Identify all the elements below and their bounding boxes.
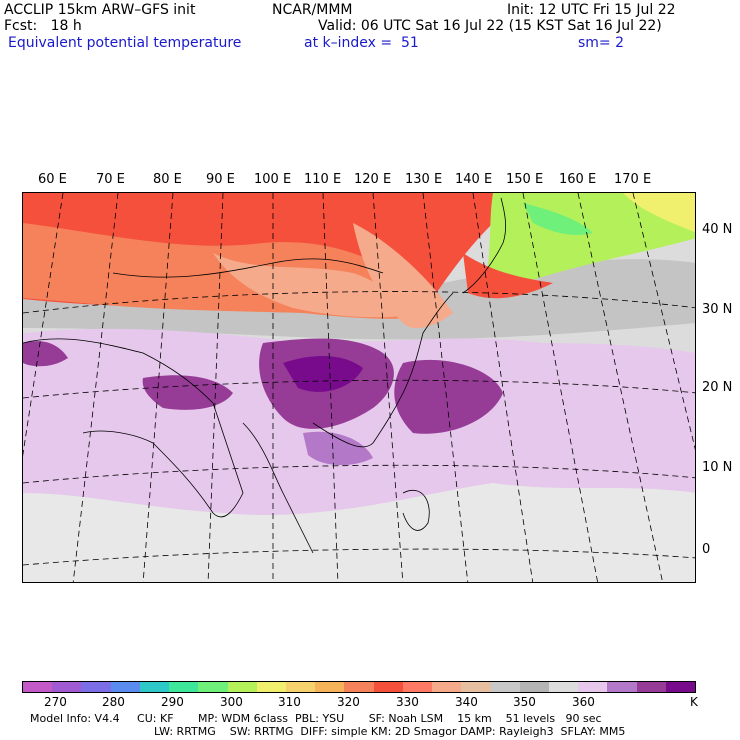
colorbar-swatch	[256, 682, 286, 692]
colorbar-swatch	[373, 682, 403, 692]
lon-label: 140 E	[455, 172, 493, 187]
lon-label: 160 E	[559, 172, 597, 187]
cool-region-yellow	[623, 193, 695, 233]
colorbar-swatch	[227, 682, 257, 692]
colorbar-label: 320	[337, 695, 360, 709]
colorbar-label: 290	[161, 695, 184, 709]
colorbar-swatch	[548, 682, 579, 692]
theta-e-core-scs	[303, 431, 373, 466]
theta-e-core-pacific	[394, 359, 503, 434]
graticule	[23, 193, 695, 582]
lon-label: 130 E	[405, 172, 443, 187]
lat-label: 0	[702, 542, 711, 557]
colorbar-swatch	[315, 682, 345, 692]
model-info-line2: LW: RRTMG SW: RRTMG DIFF: simple KM: 2D …	[154, 725, 626, 738]
colorbar-swatch	[23, 682, 53, 692]
lon-label: 150 E	[506, 172, 544, 187]
colorbar-unit: K	[690, 695, 698, 709]
colorbar	[22, 681, 696, 693]
colorbar-swatch	[607, 682, 637, 692]
lon-label: 120 E	[354, 172, 392, 187]
colorbar-swatch	[198, 682, 228, 692]
lon-label: 60 E	[38, 172, 67, 187]
theta-e-max-china	[283, 356, 363, 392]
valid-time: Valid: 06 UTC Sat 16 Jul 22 (15 KST Sat …	[318, 18, 662, 34]
init-time: Init: 12 UTC Fri 15 Jul 22	[507, 2, 676, 18]
colorbar-label: 350	[513, 695, 536, 709]
colorbar-label: 300	[220, 695, 243, 709]
field-name: Equivalent potential temperature	[8, 35, 242, 51]
lon-label: 70 E	[96, 172, 125, 187]
lat-label: 30 N	[702, 302, 733, 317]
lat-label: 10 N	[702, 460, 733, 475]
colorbar-swatch	[344, 682, 374, 692]
colorbar-swatch	[432, 682, 462, 692]
colorbar-swatch	[461, 682, 491, 692]
lon-label: 90 E	[206, 172, 235, 187]
colorbar-swatch	[52, 682, 82, 692]
colorbar-label: 270	[44, 695, 67, 709]
lon-label: 80 E	[153, 172, 182, 187]
tropical-moist-field	[23, 328, 695, 515]
colorbar-label: 330	[396, 695, 419, 709]
lat-label: 20 N	[702, 380, 733, 395]
warm-band-salmon	[213, 253, 423, 318]
colorbar-swatch	[578, 682, 608, 692]
theta-e-map	[22, 192, 696, 583]
lon-label: 100 E	[254, 172, 292, 187]
theta-e-core-west	[23, 341, 68, 367]
colorbar-label: 360	[572, 695, 595, 709]
model-title: ACCLIP 15km ARW–GFS init	[4, 2, 196, 18]
lon-label: 170 E	[614, 172, 652, 187]
colorbar-label: 310	[278, 695, 301, 709]
forecast-hour: Fcst: 18 h	[4, 18, 82, 34]
lat-label: 40 N	[702, 222, 733, 237]
lon-label: 110 E	[304, 172, 342, 187]
colorbar-label: 280	[102, 695, 125, 709]
colorbar-swatch	[402, 682, 433, 692]
k-index-label: at k–index = 51	[304, 35, 419, 51]
colorbar-label: 340	[455, 695, 478, 709]
theta-e-core-india	[142, 375, 233, 410]
colorbar-swatch	[665, 682, 696, 692]
smoothing-label: sm= 2	[578, 35, 625, 51]
colorbar-swatch	[81, 682, 111, 692]
colorbar-swatch	[110, 682, 140, 692]
colorbar-swatch	[285, 682, 316, 692]
colorbar-swatch	[636, 682, 666, 692]
model-info-line1: Model Info: V4.4 CU: KF MP: WDM 6class P…	[30, 712, 602, 725]
warm-band-salmon-east	[353, 223, 453, 329]
warm-band-japan	[463, 253, 553, 299]
colorbar-swatch	[490, 682, 520, 692]
organization-label: NCAR/MMM	[272, 2, 353, 18]
colorbar-swatch	[169, 682, 199, 692]
cool-region-bright-green	[523, 203, 593, 235]
colorbar-swatch	[519, 682, 549, 692]
map-canvas	[23, 193, 695, 582]
colorbar-swatch	[139, 682, 170, 692]
